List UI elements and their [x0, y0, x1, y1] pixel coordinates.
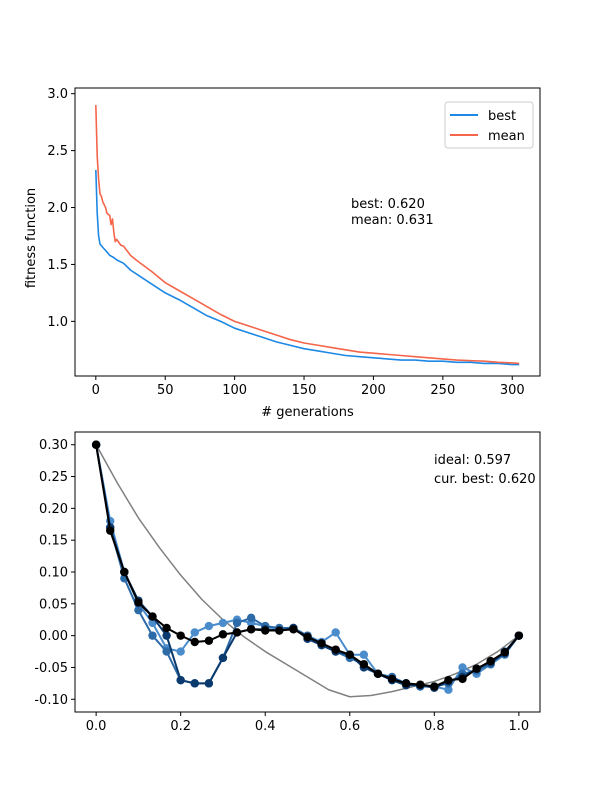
candidate-point-3: [486, 656, 495, 666]
candidate-point-3: [120, 567, 129, 577]
candidate-point-3: [444, 675, 453, 685]
candidate-point-3: [162, 623, 171, 633]
candidate-point-3: [134, 598, 143, 607]
x-tick-label: 150: [292, 383, 317, 398]
x-tick-label: 1.0: [509, 719, 530, 734]
candidate-point-3: [331, 645, 340, 654]
candidate-point-3: [416, 680, 425, 689]
candidate-point-3: [91, 440, 101, 449]
candidate-point-3: [500, 647, 509, 657]
ideal-annotation: ideal: 0.597: [434, 453, 511, 468]
x-tick-label: 0.0: [86, 719, 107, 734]
candidate-point-3: [359, 660, 369, 669]
candidate-point-3: [232, 628, 242, 637]
candidate-point-2: [204, 679, 214, 688]
candidate-point-3: [289, 625, 298, 634]
legend-label-mean: mean: [488, 129, 525, 144]
candidate-point-0: [204, 621, 214, 631]
candidate-point-3: [458, 674, 467, 684]
series-line-mean: [95, 105, 520, 365]
fitness-plot: # generations fitness function best: 0.6…: [24, 87, 541, 420]
axes-frame: [74, 87, 541, 377]
candidate-point-0: [458, 663, 467, 672]
legend-label-best: best: [488, 109, 516, 124]
x-tick-label: 50: [157, 383, 174, 398]
y-tick-label: -0.05: [34, 661, 68, 676]
candidate-point-0: [359, 650, 369, 659]
x-tick-label: 0.4: [255, 719, 276, 734]
candidate-point-3: [317, 639, 326, 648]
candidate-point-3: [387, 674, 397, 684]
candidate-point-2: [190, 679, 199, 688]
candidate-point-1: [148, 631, 157, 640]
x-tick-label: 300: [500, 383, 525, 398]
candidate-point-3: [401, 679, 411, 688]
x-tick-label: 100: [222, 383, 247, 398]
best-annotation: best: 0.620: [351, 197, 425, 212]
candidate-point-3: [430, 682, 439, 691]
y-tick-label: -0.10: [34, 693, 68, 708]
y-tick-label: 2.0: [47, 201, 68, 216]
curve-plot: 0.0 0.2 0.4 0.6 0.8 1.0 -0.10 -0.05 0.00 0.05 0.10…: [34, 431, 541, 734]
x-tick-label: 200: [361, 383, 386, 398]
candidate-point-3: [246, 625, 256, 634]
candidate-point-0: [331, 628, 340, 637]
y-tick-label: 0.00: [39, 629, 68, 644]
candidate-point-1: [246, 613, 256, 623]
candidate-point-3: [176, 631, 185, 640]
candidate-point-0: [190, 628, 199, 637]
candidate-point-3: [106, 526, 115, 535]
candidate-point-3: [472, 664, 481, 673]
candidate-point-3: [373, 669, 383, 679]
y-tick-label: 2.5: [47, 144, 68, 159]
candidate-point-1: [134, 605, 143, 615]
y-tick-label: 0.30: [39, 438, 68, 453]
current-best-annotation: cur. best: 0.620: [434, 472, 536, 487]
candidate-point-3: [204, 636, 214, 645]
legend-frame: [444, 101, 534, 149]
candidate-point-3: [218, 630, 228, 639]
x-tick-label: 0.2: [170, 719, 191, 734]
y-tick-label: 0.25: [39, 470, 68, 485]
y-tick-label: 1.5: [47, 258, 68, 273]
x-tick-label: 0: [92, 383, 100, 398]
candidate-point-1: [162, 647, 171, 656]
x-tick-label: 0.6: [339, 719, 360, 734]
y-tick-label: 0.20: [39, 502, 68, 517]
y-tick-label: 0.15: [39, 534, 68, 549]
candidate-point-2: [218, 653, 228, 663]
y-axis-label: fitness function: [24, 188, 39, 288]
legend: best mean: [444, 101, 534, 149]
x-axis-label: # generations: [261, 405, 354, 420]
y-tick-label: 0.05: [39, 597, 68, 612]
candidate-point-0: [444, 685, 453, 694]
candidate-point-2: [176, 675, 185, 685]
mean-annotation: mean: 0.631: [351, 213, 434, 228]
candidate-point-3: [345, 650, 354, 659]
candidate-point-3: [275, 626, 284, 635]
series-line-best: [95, 169, 520, 366]
candidate-point-3: [514, 631, 524, 640]
candidate-point-3: [261, 626, 270, 635]
y-tick-label: 0.10: [39, 566, 68, 581]
candidate-point-1: [232, 618, 242, 628]
candidate-point-0: [218, 618, 228, 628]
y-tick-label: 3.0: [47, 87, 68, 102]
x-tick-label: 0.8: [424, 719, 445, 734]
x-tick-label: 250: [430, 383, 455, 398]
candidate-point-3: [148, 612, 157, 621]
candidate-point-3: [190, 637, 199, 647]
y-tick-label: 1.0: [47, 315, 68, 330]
candidate-point-3: [303, 632, 312, 642]
candidate-point-2: [162, 631, 171, 640]
candidate-point-0: [176, 647, 185, 656]
